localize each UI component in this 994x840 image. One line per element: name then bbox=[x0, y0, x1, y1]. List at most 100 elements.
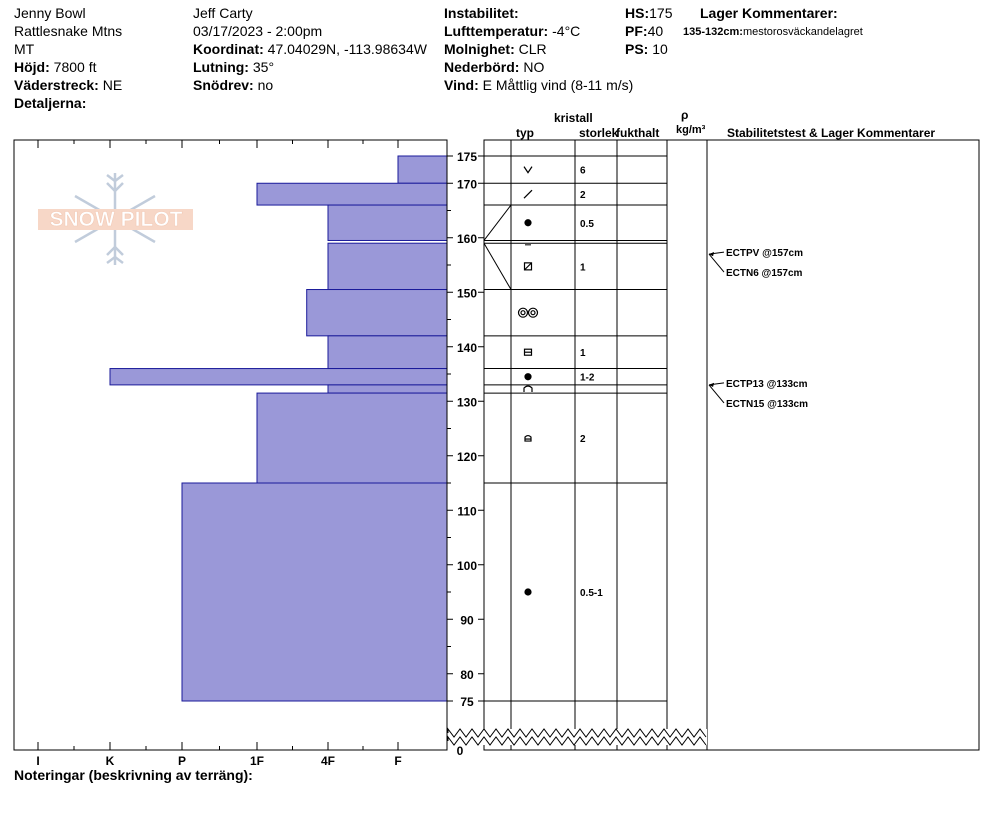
stability-test-label: ECTPV @157cm bbox=[726, 248, 803, 259]
precip-label: Nederbörd: bbox=[444, 59, 520, 75]
coordinate-field: Koordinat: 47.04029N, -113.98634W bbox=[193, 41, 427, 57]
mountain-range: Rattlesnake Mtns bbox=[14, 23, 123, 39]
airtemp-field: Lufttemperatur: -4°C bbox=[444, 23, 580, 39]
depth-tick-label: 140 bbox=[457, 341, 477, 355]
depth-tick-label: 90 bbox=[460, 613, 474, 627]
depth-tick-label: 170 bbox=[457, 177, 477, 191]
hardness-plot-frame bbox=[13, 139, 448, 751]
wind-value: E Måttlig vind (8-11 m/s) bbox=[482, 77, 634, 93]
precip-value: NO bbox=[523, 59, 545, 75]
observation-datetime: 03/17/2023 - 2:00pm bbox=[193, 23, 323, 39]
grain-size-label: 1 bbox=[580, 348, 586, 359]
test-pointer bbox=[708, 253, 725, 273]
depth-tick-label: 110 bbox=[457, 504, 477, 518]
hardness-tick-label: I bbox=[36, 754, 39, 768]
depth-tick-label: 150 bbox=[457, 286, 477, 300]
hs-value: 175 bbox=[649, 5, 673, 21]
rho-header: ρ bbox=[681, 108, 689, 122]
decomposing-icon bbox=[523, 189, 533, 199]
hardness-bar bbox=[397, 155, 448, 184]
hs-label: HS: bbox=[625, 5, 650, 21]
hardness-tick-label: K bbox=[106, 754, 115, 768]
elevation-value: 7800 ft bbox=[53, 59, 97, 75]
hardness-tick-label: P bbox=[178, 754, 186, 768]
grain-size-label: 2 bbox=[580, 190, 586, 201]
faceted-icon bbox=[523, 262, 533, 271]
location-name: Jenny Bowl bbox=[14, 5, 86, 21]
coordinate-label: Koordinat: bbox=[193, 41, 264, 57]
hardness-bar bbox=[306, 289, 448, 337]
aspect-value: NE bbox=[102, 77, 123, 93]
round-icon bbox=[524, 373, 532, 381]
stability-test-label: ECTP13 @133cm bbox=[726, 379, 808, 390]
cloud-value: CLR bbox=[518, 41, 547, 57]
boundary-connector bbox=[483, 242, 512, 290]
ps-field: PS: 10 bbox=[625, 41, 668, 57]
precip-field: Nederbörd: NO bbox=[444, 59, 544, 75]
layer-comment: 135-132cm:mestorosväckandelagret bbox=[683, 24, 863, 40]
depth-tick-label: 80 bbox=[460, 668, 474, 682]
cloud-field: Molnighet: CLR bbox=[444, 41, 547, 57]
layer-table: 6 2 0.5 1 1 1-2 2 0.5-1 bbox=[483, 155, 667, 702]
slope-field: Lutning: 35° bbox=[193, 59, 274, 75]
ps-label: PS: bbox=[625, 41, 649, 57]
observer-name: Jeff Carty bbox=[193, 5, 253, 21]
test-pointer bbox=[708, 384, 725, 404]
drift-label: Snödrev: bbox=[193, 77, 254, 93]
crystal-header: kristall bbox=[554, 111, 593, 125]
stability-header: Stabilitetstest & Lager Kommentarer bbox=[727, 126, 936, 140]
layer-comments-title: Lager Kommentarer: bbox=[700, 5, 838, 21]
chart-frames bbox=[13, 139, 980, 751]
axis-break-mask bbox=[448, 729, 707, 745]
hardness-bar bbox=[256, 182, 448, 206]
grain-size-label: 0.5-1 bbox=[580, 588, 603, 599]
depth-tick-label: 130 bbox=[457, 395, 477, 409]
grain-size-label: 1-2 bbox=[580, 373, 595, 384]
coordinate-value: 47.04029N, -113.98634W bbox=[267, 41, 427, 57]
surface-hoar-icon bbox=[517, 307, 539, 318]
notes-label: Noteringar (beskrivning av terräng): bbox=[14, 767, 253, 783]
airtemp-value: -4°C bbox=[552, 23, 581, 39]
state: MT bbox=[14, 41, 35, 57]
hardness-tick-label: 4F bbox=[321, 754, 335, 768]
logo-text: SNOW PILOT bbox=[50, 208, 183, 231]
instability-label: Instabilitet: bbox=[444, 5, 519, 21]
elevation-field: Höjd: 7800 ft bbox=[14, 59, 96, 75]
layer-comment-text: mestorosväckandelagret bbox=[742, 26, 863, 38]
test-arrowhead bbox=[709, 252, 714, 257]
boundary-connector bbox=[483, 204, 512, 241]
stability-frame bbox=[706, 139, 980, 751]
axis-break-line bbox=[447, 727, 707, 738]
aspect-label: Väderstreck: bbox=[14, 77, 99, 93]
drift-value: no bbox=[257, 77, 274, 93]
hardness-bar bbox=[327, 335, 448, 370]
slope-value: 35° bbox=[252, 59, 275, 75]
grain-size-label: 2 bbox=[580, 434, 586, 445]
hardness-tick-label: F bbox=[394, 754, 401, 768]
stability-test-label: ECTN6 @157cm bbox=[726, 268, 803, 279]
type-header: typ bbox=[516, 126, 534, 140]
slope-label: Lutning: bbox=[193, 59, 249, 75]
wind-label: Vind: bbox=[444, 77, 479, 93]
hardness-bar bbox=[181, 482, 448, 702]
depth-axis: 175 170 160 150 140 130 120 110 100 90 80 75 0 bbox=[447, 150, 484, 758]
new-snow-icon bbox=[523, 166, 533, 174]
density-unit-header: kg/m³ bbox=[676, 124, 706, 136]
cloud-label: Molnighet: bbox=[444, 41, 515, 57]
depth-zero-label: 0 bbox=[457, 744, 464, 758]
grain-size-label: 1 bbox=[580, 262, 586, 273]
test-arrowhead bbox=[709, 382, 714, 387]
moisture-header: fukthalt bbox=[616, 126, 660, 140]
stability-test-label: ECTN15 @133cm bbox=[726, 399, 808, 410]
depth-tick-label: 100 bbox=[457, 559, 477, 573]
depth-tick-label: 120 bbox=[457, 450, 477, 464]
hardness-axis: I K P 1F 4F F bbox=[36, 140, 402, 768]
pf-field: PF:40 bbox=[625, 23, 663, 39]
wind-field: Vind: E Måttlig vind (8-11 m/s) bbox=[444, 77, 633, 93]
grain-size-label: 0.5 bbox=[580, 219, 594, 230]
hardness-bar bbox=[109, 368, 448, 386]
logo-banner bbox=[38, 209, 193, 230]
hs-field: HS:175 bbox=[625, 5, 672, 21]
size-header: storlek bbox=[579, 126, 619, 140]
